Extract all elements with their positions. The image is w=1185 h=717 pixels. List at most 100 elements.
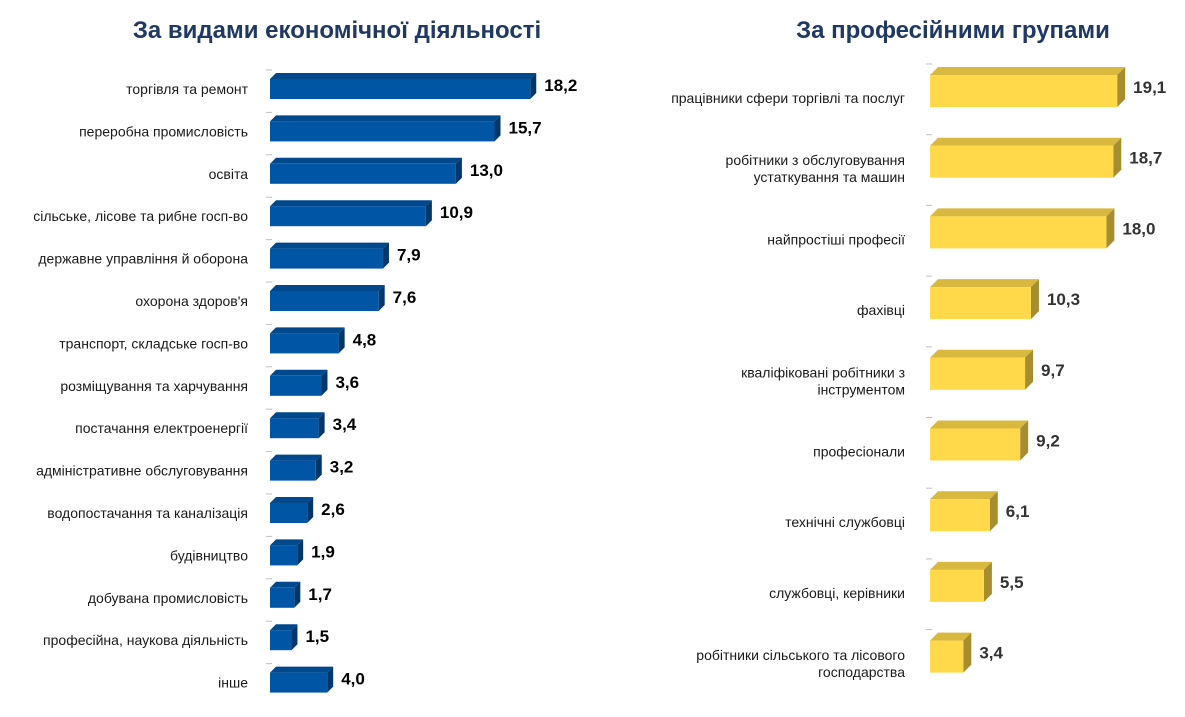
bar-top <box>930 420 1029 429</box>
bar-side <box>382 242 389 269</box>
category-label: торгівля та ремонт <box>126 81 248 97</box>
category-label: службовці, керівники <box>769 585 905 601</box>
data-label: 18,7 <box>1129 149 1162 168</box>
bar-side <box>425 200 432 227</box>
bar-side <box>963 632 972 673</box>
category-label: інше <box>218 675 248 691</box>
data-label: 7,9 <box>397 246 421 265</box>
data-label: 1,7 <box>308 585 332 604</box>
bar-side <box>1106 208 1115 249</box>
bar <box>930 75 1118 107</box>
bar <box>270 460 316 481</box>
bar-top <box>270 454 322 461</box>
bar-group: 3,2 адміністративне обслуговування <box>36 451 353 481</box>
bar <box>930 145 1114 178</box>
bar <box>930 569 984 602</box>
bar <box>270 630 292 651</box>
bar-group: 7,9 державне управління й оборона <box>38 239 421 269</box>
bar-group: 13,0 освіта <box>209 154 503 184</box>
category-label: транспорт, складське госп-во <box>59 335 248 351</box>
category-label: переробна промисловість <box>79 123 248 139</box>
category-label: господарства <box>818 664 905 680</box>
bar-group: 1,5 професійна, наукова діяльність <box>43 620 329 651</box>
bar-group: 6,1 технічні службовці <box>785 487 1030 532</box>
bar-side <box>307 497 314 523</box>
bar-group: 3,4 постачання електроенергії <box>75 408 357 439</box>
bar-side <box>1030 279 1039 320</box>
data-label: 2,6 <box>321 500 345 519</box>
bar-top <box>270 539 304 546</box>
bar <box>270 333 339 354</box>
bar <box>270 375 322 396</box>
bar <box>930 428 1021 461</box>
category-label: робітники з обслуговування <box>726 152 905 168</box>
category-label: розміщування та харчування <box>60 378 248 394</box>
bar <box>270 79 531 99</box>
bar-top <box>930 561 992 570</box>
bar-side <box>983 561 992 602</box>
data-label: 15,7 <box>509 118 542 137</box>
bar <box>270 206 426 227</box>
category-label: освіта <box>209 166 249 182</box>
bar <box>270 248 383 269</box>
bar <box>270 587 295 608</box>
category-label: добувана промисловість <box>88 590 248 606</box>
bar <box>930 640 964 673</box>
bar-group: 3,6 розміщування та харчування <box>60 366 359 396</box>
data-label: 3,4 <box>333 415 357 434</box>
category-label: робітники сільського та лісового <box>696 647 905 663</box>
data-label: 19,1 <box>1133 78 1166 97</box>
bar-side <box>321 369 328 396</box>
bar-top <box>930 349 1034 358</box>
category-label: найпростіші професії <box>767 231 905 247</box>
bar-side <box>1020 420 1029 461</box>
bar-top <box>270 115 501 122</box>
bar-group: 4,8 транспорт, складське госп-во <box>59 323 377 354</box>
bar-top <box>270 327 345 334</box>
bar <box>930 287 1031 320</box>
bar-side <box>455 157 462 184</box>
bar-group: 10,3 фахівці <box>857 275 1080 320</box>
left-chart-title: За видами економічної діяльності <box>133 17 541 44</box>
category-label: інструментом <box>817 381 905 397</box>
category-label: професіонали <box>813 444 905 460</box>
data-label: 1,5 <box>305 627 329 646</box>
bar-group: 1,7 добувана промисловість <box>88 578 332 608</box>
category-label: водопостачання та каналізація <box>47 505 248 521</box>
bar-top <box>930 491 998 500</box>
data-label: 4,8 <box>353 330 377 349</box>
bar-top <box>270 157 462 164</box>
category-label: технічні службовці <box>785 514 905 530</box>
bar-top <box>270 497 314 503</box>
bar <box>270 672 328 693</box>
bar-side <box>338 327 345 354</box>
data-label: 18,0 <box>1122 219 1155 238</box>
data-label: 3,6 <box>335 373 359 392</box>
category-label: сільське, лісове та рибне госп-во <box>33 208 248 224</box>
bar-side <box>1117 67 1126 107</box>
bar-top <box>270 624 298 631</box>
bar-group: 9,2 професіонали <box>813 417 1060 461</box>
bar-top <box>930 208 1115 217</box>
bar-top <box>270 666 334 673</box>
bar-top <box>270 242 389 249</box>
bar-side <box>315 454 322 481</box>
bar-top <box>270 581 301 588</box>
bar <box>270 291 379 311</box>
category-label: кваліфіковані робітники з <box>741 364 905 380</box>
data-label: 4,0 <box>341 670 365 689</box>
category-label: будівництво <box>170 547 248 563</box>
data-label: 10,3 <box>1047 290 1080 309</box>
bar-group: 4,0 інше <box>218 663 365 693</box>
bar-side <box>494 115 501 142</box>
bar <box>930 357 1026 390</box>
bar-group: 19,1 працівники сфери торгівлі та послуг <box>671 63 1166 107</box>
bar-group: 1,9 будівництво <box>170 535 335 566</box>
data-label: 10,9 <box>440 203 473 222</box>
bar-group: 2,6 водопостачання та каналізація <box>47 493 345 523</box>
data-label: 3,4 <box>979 644 1003 663</box>
data-label: 6,1 <box>1006 502 1030 521</box>
